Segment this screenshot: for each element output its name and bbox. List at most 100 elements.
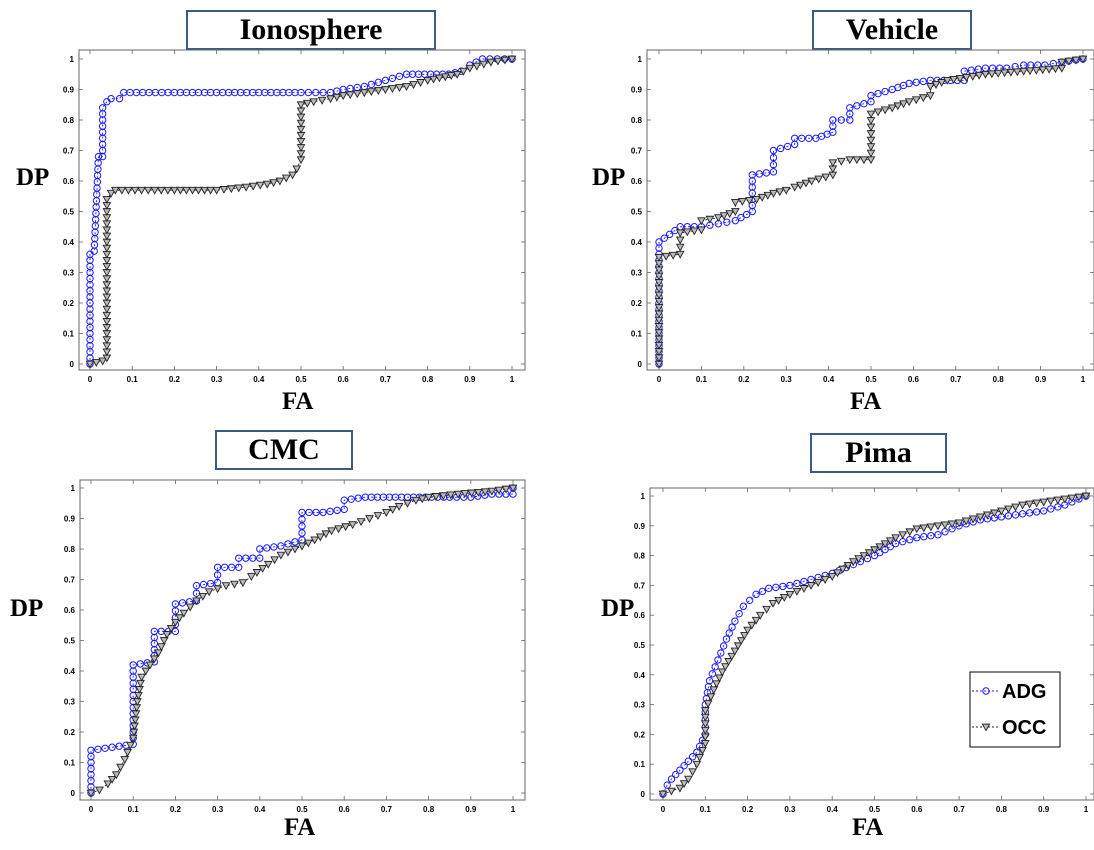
data-point	[874, 89, 882, 98]
data-point	[150, 186, 160, 195]
data-point	[735, 610, 743, 618]
data-point	[866, 149, 876, 158]
data-point	[769, 168, 778, 176]
data-point	[242, 554, 250, 562]
data-point	[875, 543, 885, 552]
data-point	[133, 698, 142, 707]
data-point	[697, 226, 706, 235]
data-point	[947, 520, 957, 529]
data-point	[403, 499, 412, 508]
data-point	[459, 67, 468, 76]
data-point	[727, 652, 737, 661]
data-point	[179, 609, 189, 618]
data-point	[1074, 493, 1084, 502]
data-point	[776, 144, 785, 153]
x-tick-label: 0.7	[381, 805, 393, 814]
data-point	[793, 579, 801, 588]
y-tick-label: 0	[70, 360, 75, 369]
x-tick-label: 0	[89, 805, 94, 814]
data-point	[263, 544, 271, 552]
data-point	[769, 189, 778, 198]
data-point	[154, 649, 163, 658]
y-tick-label: 0.5	[63, 208, 75, 217]
data-point	[175, 614, 184, 623]
data-point	[676, 766, 684, 774]
data-point	[305, 508, 313, 517]
data-point	[493, 57, 503, 66]
data-point	[310, 536, 320, 545]
data-point	[675, 229, 685, 238]
data-point	[221, 582, 231, 591]
data-point	[737, 213, 745, 222]
data-point	[1032, 508, 1041, 516]
data-point	[739, 602, 748, 610]
y-tick-label: 0.8	[634, 552, 646, 561]
legend-marker	[982, 687, 990, 695]
data-point	[494, 486, 504, 495]
data-point	[95, 786, 104, 795]
data-point	[898, 531, 908, 540]
data-point	[283, 548, 293, 557]
data-point	[836, 157, 846, 166]
data-point	[880, 540, 890, 549]
data-point	[706, 693, 716, 702]
data-point	[249, 554, 257, 562]
series-line	[662, 495, 1087, 795]
data-point	[115, 94, 124, 103]
data-point	[356, 518, 366, 527]
y-tick-label: 0	[641, 790, 646, 799]
data-point	[159, 637, 169, 646]
data-point	[1044, 65, 1054, 74]
data-point	[460, 490, 470, 499]
data-point	[304, 88, 313, 97]
y-tick-label: 0.2	[634, 730, 646, 739]
data-point	[779, 582, 787, 591]
data-point	[975, 513, 985, 522]
data-point	[955, 74, 965, 83]
data-point	[762, 169, 771, 177]
data-point	[87, 746, 95, 754]
y-tick-label: 0.3	[64, 698, 76, 707]
data-point	[171, 618, 180, 627]
data-point	[949, 76, 959, 84]
data-point	[198, 592, 208, 601]
data-point	[795, 181, 805, 190]
data-point	[821, 173, 831, 182]
y-tick-label: 0.7	[63, 147, 75, 156]
data-point	[675, 784, 685, 793]
y-tick-label: 0.4	[631, 238, 643, 247]
y-tick-label: 0.3	[634, 701, 646, 710]
data-point	[775, 188, 785, 197]
y-tick-label: 0.6	[631, 177, 643, 186]
data-point	[982, 511, 992, 520]
data-point	[746, 596, 754, 605]
data-point	[717, 668, 727, 677]
x-tick-label: 0.5	[869, 805, 881, 814]
data-point	[276, 551, 286, 560]
data-point	[682, 228, 692, 237]
data-point	[309, 98, 319, 107]
data-point	[667, 775, 676, 783]
data-point	[813, 579, 823, 587]
data-point	[891, 534, 901, 543]
data-point	[141, 667, 151, 676]
data-point	[163, 186, 173, 195]
y-tick-label: 1	[638, 55, 643, 64]
data-point	[1025, 500, 1034, 509]
data-point	[837, 116, 846, 124]
data-point	[235, 563, 243, 572]
data-point	[920, 533, 928, 541]
data-point	[297, 88, 305, 97]
data-point	[1047, 505, 1055, 513]
data-point	[1018, 510, 1027, 518]
data-point	[501, 485, 511, 494]
legend-label: ADG	[1002, 681, 1046, 703]
data-point	[974, 71, 984, 80]
data-point	[258, 564, 267, 573]
data-point	[204, 588, 214, 597]
data-point	[395, 72, 404, 80]
data-point	[1057, 58, 1067, 67]
series-adg	[655, 55, 1087, 368]
y-tick-label: 0	[71, 789, 76, 798]
x-tick-label: 0.9	[1035, 375, 1047, 384]
